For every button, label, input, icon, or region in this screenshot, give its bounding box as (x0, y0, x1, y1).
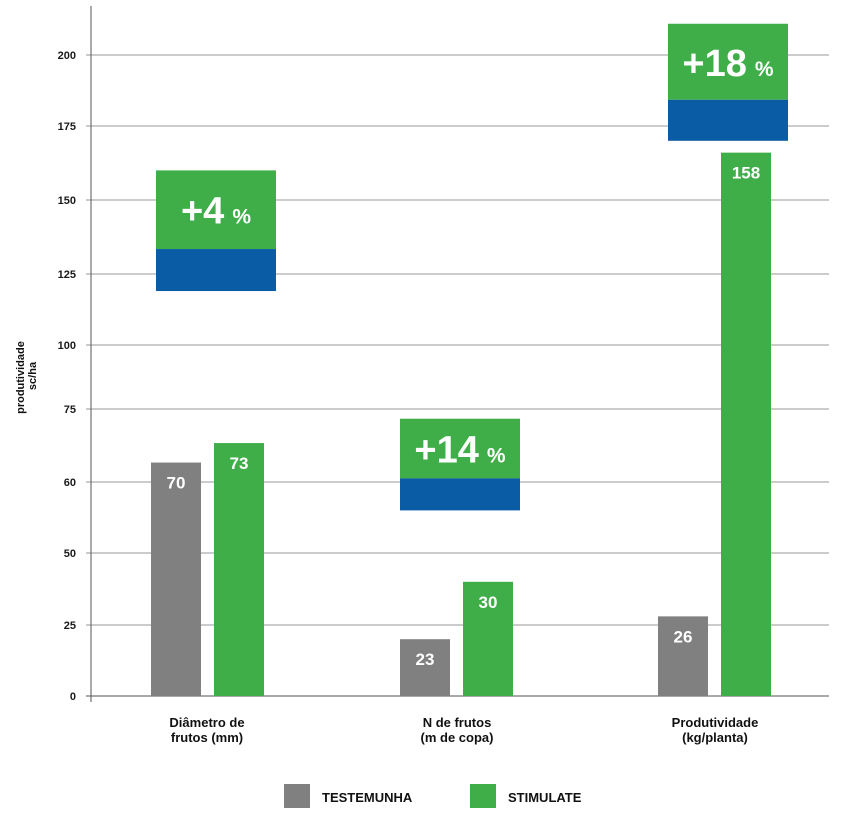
y-axis-label-line-1: produtividade (15, 341, 27, 414)
y-tick-label: 60 (64, 477, 76, 489)
bar-stimulate (214, 443, 264, 696)
y-tick-label: 200 (58, 50, 76, 62)
x-category-label: Diâmetro de frutos (mm) (169, 715, 244, 745)
y-tick-label: 150 (58, 195, 76, 207)
x-category-label-line: (kg/planta) (682, 730, 748, 745)
badge-blue-block (156, 249, 276, 292)
x-category-label-line: Diâmetro de (169, 715, 244, 730)
badge-green-block (668, 23, 788, 100)
increase-badge: +14% (400, 418, 520, 511)
y-axis-label: produtividade sc/ha (15, 338, 39, 414)
x-category-label-line: Produtividade (672, 715, 759, 730)
badge-green-block (156, 170, 276, 250)
increase-badge: +18% (668, 23, 788, 141)
badge-blue-block (668, 99, 788, 141)
x-category-label-line: frutos (mm) (171, 730, 243, 745)
badge-percent-value: +4 (181, 191, 224, 233)
y-tick-label: 175 (58, 121, 76, 133)
y-tick-labels: 0 25 50 60 75 100 125 150 175 200 (58, 50, 76, 703)
badge-percent-unit: % (232, 206, 251, 229)
x-category-labels: Diâmetro de frutos (mm) N de frutos (m de c… (169, 715, 758, 745)
bar-value-label: 70 (167, 474, 186, 493)
y-axis-label-line-2: sc/ha (27, 361, 39, 390)
x-category-label: N de frutos (m de copa) (421, 715, 494, 745)
legend-swatch-stimulate (470, 784, 496, 808)
x-category-label-line: N de frutos (423, 715, 492, 730)
legend: TESTEMUNHA STIMULATE (284, 784, 582, 808)
bar-value-label: 30 (479, 593, 498, 612)
increase-badges: +4 %+14 %+18% (156, 23, 788, 511)
badge-blue-block (400, 478, 520, 511)
bar-value-label: 73 (230, 454, 249, 473)
y-tick-label: 25 (64, 620, 76, 632)
bar-testemunha (400, 639, 450, 696)
bars: 70 23 26 73 30 158 (151, 152, 771, 696)
bar-value-label: 158 (732, 164, 760, 183)
legend-swatch-testemunha (284, 784, 310, 808)
bar-testemunha (151, 462, 201, 696)
bar-stimulate (463, 581, 513, 696)
legend-label: TESTEMUNHA (322, 790, 413, 805)
y-tick-label: 0 (70, 691, 76, 703)
badge-percent-value: +18 (682, 43, 746, 85)
bar-testemunha (658, 616, 708, 696)
badge-percent-text: +18% (682, 43, 773, 85)
bar-stimulate (721, 152, 771, 696)
increase-badge: +4% (156, 170, 276, 292)
y-tick-label: 125 (58, 269, 76, 281)
badge-percent-unit: % (755, 58, 774, 81)
x-category-label-line: (m de copa) (421, 730, 494, 745)
bar-value-label: 26 (674, 627, 693, 646)
badge-green-block (400, 418, 520, 479)
y-tick-label: 50 (64, 548, 76, 560)
badge-percent-value: +14 (414, 430, 478, 472)
y-tick-label: 100 (58, 340, 76, 352)
badge-percent-unit: % (487, 445, 506, 468)
bar-value-label: 23 (416, 650, 435, 669)
x-category-label: Produtividade (kg/planta) (672, 715, 759, 745)
badge-percent-text: +14% (414, 430, 505, 472)
legend-label: STIMULATE (508, 790, 582, 805)
y-tick-label: 75 (64, 404, 76, 416)
badge-percent-text: +4% (181, 191, 251, 233)
